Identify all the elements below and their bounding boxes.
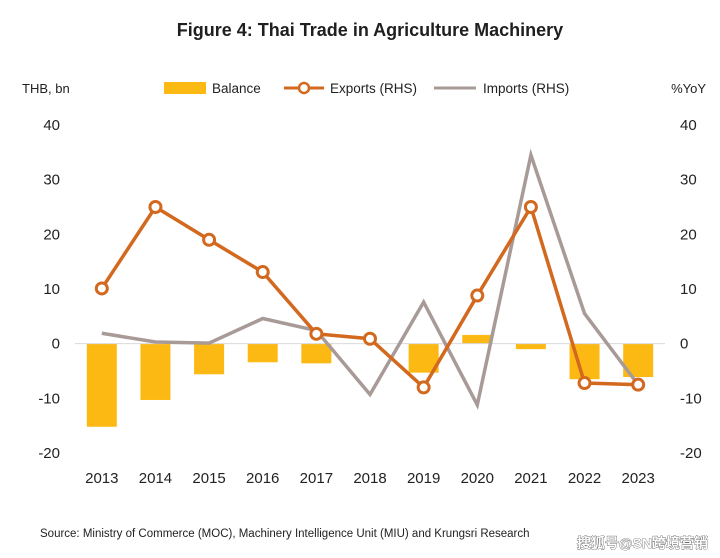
exports-point bbox=[470, 288, 485, 303]
right-tick-label: 40 bbox=[680, 117, 697, 134]
series-line bbox=[101, 148, 640, 411]
left-tick-label: 10 bbox=[43, 281, 60, 298]
x-tick-label: 2017 bbox=[300, 470, 333, 487]
legend-imports-label: Imports (RHS) bbox=[483, 81, 569, 96]
left-tick-label: 20 bbox=[43, 226, 60, 243]
balance-bar bbox=[301, 343, 332, 364]
balance-bar bbox=[140, 343, 171, 400]
exports-point bbox=[416, 380, 431, 395]
right-tick-label: 0 bbox=[680, 336, 688, 353]
balance-bars bbox=[86, 334, 654, 427]
legend: Balance Exports (RHS) Imports (RHS) bbox=[164, 81, 569, 96]
left-tick-label: 40 bbox=[43, 117, 60, 134]
exports-point bbox=[255, 265, 270, 280]
exports-point bbox=[94, 281, 109, 296]
exports-point bbox=[148, 200, 163, 214]
exports-series bbox=[94, 200, 646, 395]
x-tick-label: 2022 bbox=[568, 470, 601, 487]
balance-bar bbox=[462, 334, 493, 344]
right-axis-label: %YoY bbox=[671, 81, 706, 96]
legend-exports-marker bbox=[297, 81, 311, 95]
left-axis-label: THB, bn bbox=[22, 81, 70, 96]
right-tick-label: 30 bbox=[680, 172, 697, 189]
exports-point bbox=[523, 200, 538, 214]
x-tick-label: 2020 bbox=[461, 470, 494, 487]
balance-bar bbox=[247, 343, 278, 363]
watermark-text: 搜狐号@SN跨境营销 bbox=[577, 535, 708, 551]
x-tick-label: 2016 bbox=[246, 470, 279, 487]
x-tick-label: 2021 bbox=[514, 470, 547, 487]
legend-balance-label: Balance bbox=[212, 81, 261, 96]
exports-point bbox=[631, 377, 646, 392]
balance-bar bbox=[515, 343, 546, 350]
right-tick-label: -20 bbox=[680, 445, 702, 462]
balance-bar bbox=[86, 343, 117, 427]
source-note: Source: Ministry of Commerce (MOC), Mach… bbox=[40, 528, 530, 540]
legend-exports-label: Exports (RHS) bbox=[330, 81, 417, 96]
balance-bar bbox=[194, 343, 225, 375]
left-tick-label: -20 bbox=[38, 445, 60, 462]
legend-balance-swatch bbox=[164, 82, 206, 94]
x-tick-label: 2023 bbox=[621, 470, 654, 487]
x-axis-ticks: 2013 2014 2015 2016 2017 2018 2019 2020 2021 2022… bbox=[85, 470, 655, 487]
x-tick-label: 2014 bbox=[139, 470, 172, 487]
left-tick-label: 30 bbox=[43, 172, 60, 189]
right-tick-label: 20 bbox=[680, 226, 697, 243]
right-tick-label: -10 bbox=[680, 390, 702, 407]
left-tick-label: 0 bbox=[52, 336, 60, 353]
chart-title: Figure 4: Thai Trade in Agriculture Mach… bbox=[177, 20, 563, 40]
x-tick-label: 2013 bbox=[85, 470, 118, 487]
x-tick-label: 2018 bbox=[353, 470, 386, 487]
exports-point bbox=[577, 376, 592, 391]
exports-point bbox=[363, 331, 377, 346]
x-tick-label: 2019 bbox=[407, 470, 440, 487]
left-axis-ticks: 40 30 20 10 0 -10 -20 bbox=[38, 117, 60, 462]
left-tick-label: -10 bbox=[38, 390, 60, 407]
right-axis-ticks: 40 30 20 10 0 -10 -20 bbox=[680, 117, 702, 462]
x-tick-label: 2015 bbox=[192, 470, 225, 487]
right-tick-label: 10 bbox=[680, 281, 697, 298]
exports-point bbox=[309, 326, 324, 341]
imports-series bbox=[101, 148, 640, 411]
exports-point bbox=[202, 232, 217, 247]
